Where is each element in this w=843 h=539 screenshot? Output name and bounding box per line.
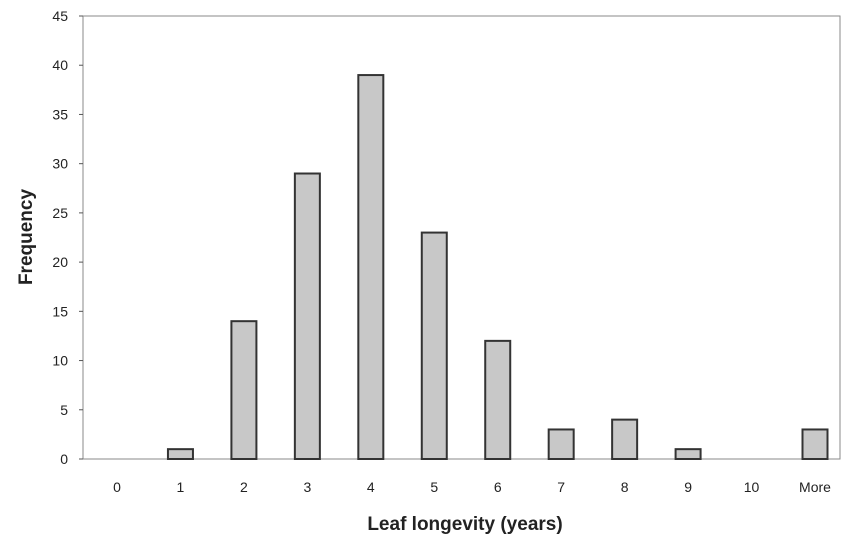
y-tick-label: 5 bbox=[60, 402, 68, 418]
y-tick-label: 30 bbox=[52, 156, 68, 172]
x-axis-title: Leaf longevity (years) bbox=[367, 514, 562, 535]
y-tick-label: 25 bbox=[52, 205, 68, 221]
x-tick-label: 2 bbox=[240, 479, 248, 495]
bars-group bbox=[166, 74, 829, 461]
y-tick-label: 45 bbox=[52, 8, 68, 24]
bar-3 bbox=[293, 172, 321, 460]
y-tick-label: 10 bbox=[52, 353, 68, 369]
x-tick-label: 5 bbox=[430, 479, 438, 495]
x-tick-label: More bbox=[799, 479, 831, 495]
y-tick-label: 35 bbox=[52, 106, 68, 122]
x-tick-label: 6 bbox=[494, 479, 502, 495]
x-axis: 0 1 2 3 4 5 6 7 8 9 10 More bbox=[113, 479, 831, 495]
y-tick-label: 0 bbox=[60, 451, 68, 467]
bar-2 bbox=[230, 320, 258, 460]
y-axis-title: Frequency bbox=[16, 189, 37, 286]
bar-9 bbox=[674, 448, 702, 460]
x-tick-label: 7 bbox=[557, 479, 565, 495]
x-tick-label: 3 bbox=[303, 479, 311, 495]
x-tick-label: 9 bbox=[684, 479, 692, 495]
x-tick-label: 0 bbox=[113, 479, 121, 495]
bar-4 bbox=[357, 74, 385, 460]
y-tick-label: 40 bbox=[52, 57, 68, 73]
x-tick-label: 10 bbox=[744, 479, 760, 495]
bar-5 bbox=[420, 231, 448, 460]
bar-1 bbox=[166, 448, 194, 460]
bar-6 bbox=[484, 339, 512, 460]
bar-more bbox=[801, 428, 829, 461]
x-tick-label: 1 bbox=[177, 479, 185, 495]
y-tick-label: 20 bbox=[52, 254, 68, 270]
bar-7 bbox=[547, 428, 575, 461]
y-tick-label: 15 bbox=[52, 303, 68, 319]
bar-8 bbox=[611, 418, 639, 460]
plot-area bbox=[82, 15, 841, 460]
x-tick-label: 8 bbox=[621, 479, 629, 495]
y-axis: 0 5 10 15 20 25 30 35 40 45 bbox=[52, 8, 83, 467]
x-tick-label: 4 bbox=[367, 479, 375, 495]
